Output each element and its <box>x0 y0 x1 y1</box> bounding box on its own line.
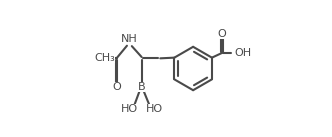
Text: HO: HO <box>121 104 138 114</box>
Text: HO: HO <box>146 104 163 114</box>
Text: O: O <box>112 82 121 92</box>
Text: O: O <box>218 29 226 39</box>
Text: B: B <box>138 82 145 92</box>
Text: OH: OH <box>234 48 251 58</box>
Text: CH₃: CH₃ <box>94 53 115 63</box>
Text: NH: NH <box>121 34 137 44</box>
